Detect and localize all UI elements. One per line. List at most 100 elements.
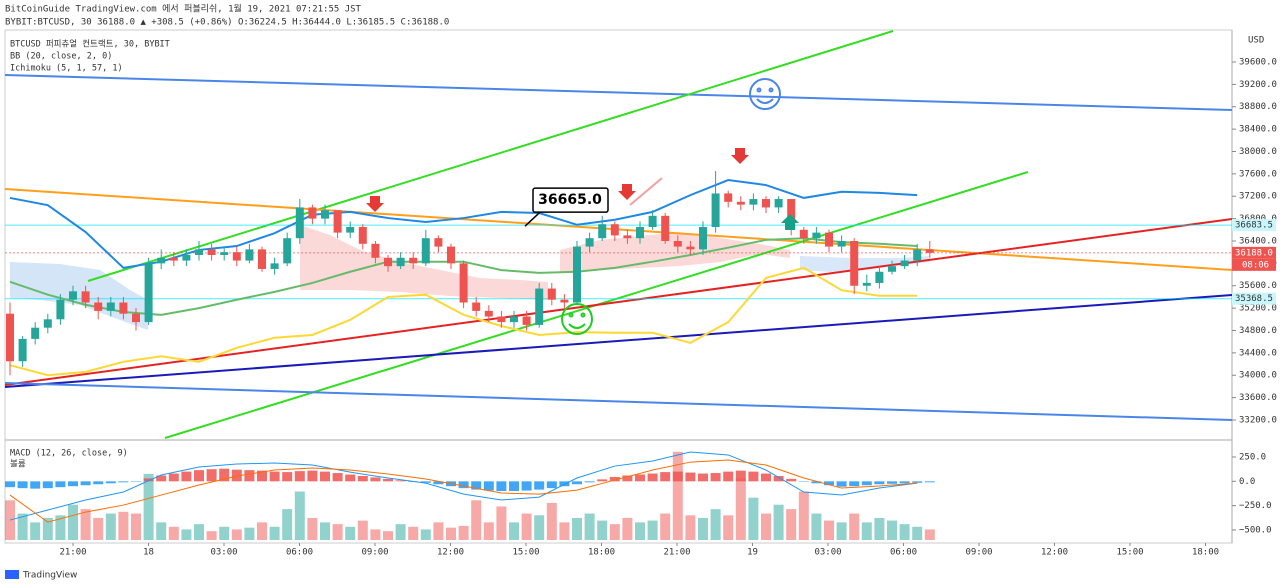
macd-histogram-bar xyxy=(118,481,129,483)
volume-bar xyxy=(143,473,154,540)
macd-histogram-bar xyxy=(685,472,696,482)
x-tick-label: 18:00 xyxy=(1192,548,1219,558)
volume-bar xyxy=(181,529,192,540)
volume-bar xyxy=(861,522,872,540)
macd-histogram-bar xyxy=(660,472,671,482)
candle-body xyxy=(661,215,670,241)
price-label-bg xyxy=(1232,246,1276,259)
volume-bar xyxy=(521,513,532,540)
candle-body xyxy=(333,210,342,233)
volume-bar xyxy=(30,522,41,540)
volume-bar xyxy=(131,513,141,540)
volume-bar xyxy=(383,531,393,540)
volume-bar xyxy=(345,526,356,540)
volume-bar xyxy=(496,506,507,540)
candle-body xyxy=(258,249,266,269)
candle-body xyxy=(308,207,317,219)
volume-bar xyxy=(597,520,608,540)
candle-body xyxy=(459,263,468,303)
x-tick-label: 21:00 xyxy=(663,548,690,558)
candle-body xyxy=(787,199,796,230)
candle-body xyxy=(497,316,506,323)
y-tick-label: 39600.0 xyxy=(1239,57,1277,67)
candle-body xyxy=(157,257,166,264)
macd-histogram-bar xyxy=(572,481,582,485)
macd-histogram-bar xyxy=(332,473,343,482)
candle-body xyxy=(421,238,430,264)
candle-body xyxy=(850,240,859,286)
candle-body xyxy=(56,299,65,320)
candle-body xyxy=(195,249,203,255)
volume-bar xyxy=(105,513,116,540)
y-tick-label: 36800.0 xyxy=(1239,214,1277,224)
candle-body xyxy=(270,263,279,269)
candle-body xyxy=(220,252,229,255)
candle-body xyxy=(699,227,707,250)
legend-entry: BB (20, close, 2, 0) xyxy=(10,52,112,62)
arrow-down xyxy=(366,196,384,212)
volume-bar xyxy=(244,527,255,540)
macd-histogram-bar xyxy=(496,481,507,492)
smiley xyxy=(749,78,781,110)
volume-bar xyxy=(748,497,759,540)
macd-histogram-bar xyxy=(849,481,860,487)
currency-label: USD xyxy=(1248,36,1264,46)
y-tick-label: 38000.0 xyxy=(1239,147,1277,157)
macd-histogram-bar xyxy=(761,473,771,482)
ichimoku-cloud xyxy=(560,232,790,272)
candle-body xyxy=(232,252,241,261)
price-label: 35368.5 xyxy=(1235,294,1273,304)
volume-bar xyxy=(609,524,620,540)
countdown-bg xyxy=(1232,258,1276,271)
macd-histogram-bar xyxy=(181,471,192,482)
macd-histogram-bar xyxy=(672,471,683,482)
volume-bar xyxy=(924,529,935,540)
footer: TradingView xyxy=(22,571,77,581)
volume-bar xyxy=(219,526,230,540)
candle-body xyxy=(106,302,115,311)
volume-bar xyxy=(735,478,746,540)
macd-histogram-bar xyxy=(257,470,267,482)
candle-body xyxy=(560,299,569,303)
macd-histogram-bar xyxy=(521,481,532,491)
macd-histogram-bar xyxy=(357,475,368,482)
x-tick-label: 09:00 xyxy=(361,548,388,558)
volume-bar xyxy=(874,517,885,540)
y-tick-label: 0.0 xyxy=(1239,477,1255,487)
candle-body xyxy=(94,302,103,311)
volume-bar xyxy=(357,520,368,540)
price-label-bg xyxy=(1232,219,1276,232)
volume-bar xyxy=(282,509,293,540)
x-tick-label: 15:00 xyxy=(512,548,539,558)
candle-body xyxy=(207,249,216,255)
macd-histogram-bar xyxy=(168,473,179,482)
candle-body xyxy=(182,254,191,261)
candle-body xyxy=(6,313,14,362)
candle-body xyxy=(132,313,140,323)
macd-histogram-bar xyxy=(912,481,923,483)
candle-body xyxy=(711,193,720,228)
volume-bar xyxy=(93,517,104,540)
candle-body xyxy=(913,249,922,261)
candle-body xyxy=(623,235,632,239)
macd-histogram-bar xyxy=(471,481,482,490)
candle-body xyxy=(825,232,833,247)
trendline xyxy=(87,30,894,282)
candle-body xyxy=(69,291,77,300)
macd-histogram-bar xyxy=(383,478,393,482)
volume-bar xyxy=(206,531,217,540)
callout-pointer xyxy=(524,211,541,227)
macd-histogram-bar xyxy=(622,475,633,482)
volume-bar xyxy=(42,517,53,540)
y-tick-label: 38800.0 xyxy=(1239,102,1277,112)
candle-body xyxy=(900,260,909,267)
macd-histogram-bar xyxy=(609,476,620,482)
macd-histogram-bar xyxy=(635,474,645,482)
macd-histogram-bar xyxy=(509,481,519,492)
candle-body xyxy=(799,229,808,239)
candle-body xyxy=(472,302,481,311)
volume-bar xyxy=(294,491,305,540)
candle-body xyxy=(434,238,443,247)
macd-histogram-bar xyxy=(294,471,305,482)
volume-bar xyxy=(584,513,595,540)
